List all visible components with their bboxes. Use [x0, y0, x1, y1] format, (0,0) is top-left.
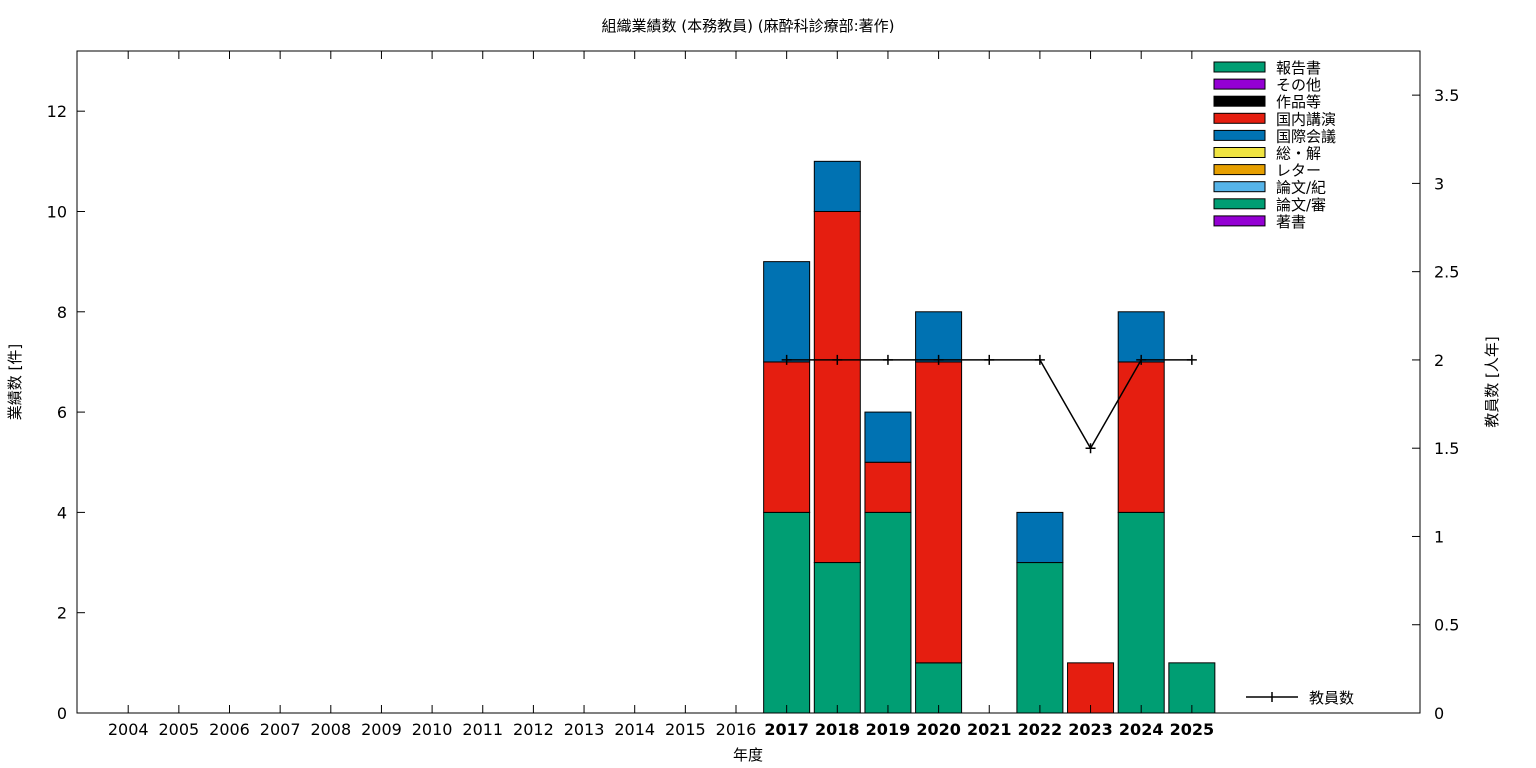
legend-swatch — [1213, 61, 1266, 73]
legend-label: 作品等 — [1276, 93, 1321, 111]
line-layer — [781, 354, 1197, 454]
bar-segment — [1016, 562, 1064, 714]
legend-swatch — [1213, 95, 1266, 107]
bar-segment — [1168, 662, 1216, 714]
legend-swatch — [1213, 78, 1266, 90]
bar-segment — [864, 411, 912, 463]
plot-area — [76, 50, 1421, 714]
y-tick-label: 4 — [57, 503, 67, 522]
y-tick-label: 2 — [57, 604, 67, 623]
bar-segment — [915, 311, 963, 363]
bar-segment — [915, 361, 963, 664]
x-tick-label: 2014 — [614, 720, 655, 739]
legend-line-label: 教員数 — [1309, 689, 1354, 707]
x-tick-label: 2008 — [310, 720, 351, 739]
legend-label: 国内講演 — [1276, 110, 1336, 128]
x-tick-label: 2022 — [1018, 720, 1063, 739]
legend-label: 総・解 — [1276, 145, 1321, 163]
y2-tick-label: 1 — [1434, 527, 1444, 546]
legend-label: その他 — [1276, 76, 1321, 94]
bar-segment — [763, 361, 811, 513]
y2-tick-label: 3 — [1434, 174, 1444, 193]
line-point — [1186, 354, 1197, 365]
x-tick-label: 2006 — [209, 720, 250, 739]
ticks-layer: 0 2 4 6 8 10 12 0 0.5 1 1.5 2 2.5 3 3.5 2004 2005 2006 200… — [47, 51, 1459, 739]
x-tick-label: 2020 — [916, 720, 961, 739]
x-tick-label: 2005 — [158, 720, 199, 739]
y-tick-label: 12 — [47, 102, 67, 121]
legend-label: レター — [1276, 162, 1321, 180]
legend-swatch — [1213, 181, 1266, 193]
legend-swatch — [1213, 164, 1266, 176]
line-point — [1085, 443, 1096, 454]
legend-label: 論文/紀 — [1276, 179, 1326, 197]
bar-segment — [813, 160, 861, 212]
line-point — [781, 354, 792, 365]
x-tick-label: 2011 — [462, 720, 503, 739]
bar-segment — [813, 210, 861, 564]
y-tick-label: 6 — [57, 403, 67, 422]
y-axis-label: 業績数 [件] — [6, 344, 24, 420]
bar-segment — [1117, 511, 1165, 714]
line-point — [1136, 354, 1147, 365]
y-tick-label: 10 — [47, 202, 67, 221]
line-point — [832, 354, 843, 365]
bar-segment — [1117, 361, 1165, 513]
x-tick-label: 2004 — [108, 720, 149, 739]
x-axis-label: 年度 — [733, 746, 763, 764]
x-tick-label: 2024 — [1119, 720, 1164, 739]
bar-segment — [813, 562, 861, 714]
x-tick-label: 2015 — [665, 720, 706, 739]
bar-segment — [1016, 511, 1064, 564]
bar-segment — [1067, 662, 1115, 714]
x-tick-label: 2013 — [564, 720, 605, 739]
x-tick-label: 2017 — [764, 720, 809, 739]
legend-label: 国際会議 — [1276, 127, 1336, 145]
x-tick-label: 2012 — [513, 720, 554, 739]
x-tick-label: 2025 — [1170, 720, 1215, 739]
line-point — [933, 354, 944, 365]
y2-tick-label: 2.5 — [1434, 263, 1459, 282]
y2-tick-label: 0 — [1434, 704, 1444, 723]
legend-label: 著書 — [1276, 213, 1306, 231]
line-point — [984, 354, 995, 365]
bar-segment — [763, 511, 811, 714]
x-tick-label: 2021 — [967, 720, 1012, 739]
legend-swatch — [1213, 112, 1266, 124]
line-point — [1034, 354, 1045, 365]
x-tick-label: 2016 — [716, 720, 757, 739]
x-tick-label: 2018 — [815, 720, 860, 739]
y2-axis-label: 教員数 [人年] — [1483, 336, 1501, 427]
legend-swatch — [1213, 129, 1266, 141]
legend-label: 報告書 — [1276, 59, 1321, 77]
bars-layer — [763, 160, 1216, 714]
legend-swatch — [1213, 215, 1266, 227]
y-tick-label: 0 — [57, 704, 67, 723]
y2-tick-label: 0.5 — [1434, 616, 1459, 635]
bar-segment — [864, 461, 912, 513]
y2-tick-label: 3.5 — [1434, 86, 1459, 105]
line-point — [882, 354, 893, 365]
legend-swatch — [1213, 198, 1266, 210]
legend-label: 論文/審 — [1276, 196, 1326, 214]
x-tick-label: 2010 — [412, 720, 453, 739]
y2-tick-label: 1.5 — [1434, 439, 1459, 458]
legend-swatch — [1213, 147, 1266, 158]
y2-tick-label: 2 — [1434, 351, 1444, 370]
bar-segment — [1117, 311, 1165, 363]
x-tick-label: 2007 — [260, 720, 301, 739]
bar-segment — [864, 511, 912, 714]
chart-title: 組織業績数 (本務教員) (麻酔科診療部:著作) — [602, 17, 895, 35]
x-tick-label: 2019 — [866, 720, 911, 739]
bar-segment — [763, 261, 811, 363]
y-tick-label: 8 — [57, 303, 67, 322]
x-tick-label: 2009 — [361, 720, 402, 739]
x-tick-label: 2023 — [1068, 720, 1113, 739]
